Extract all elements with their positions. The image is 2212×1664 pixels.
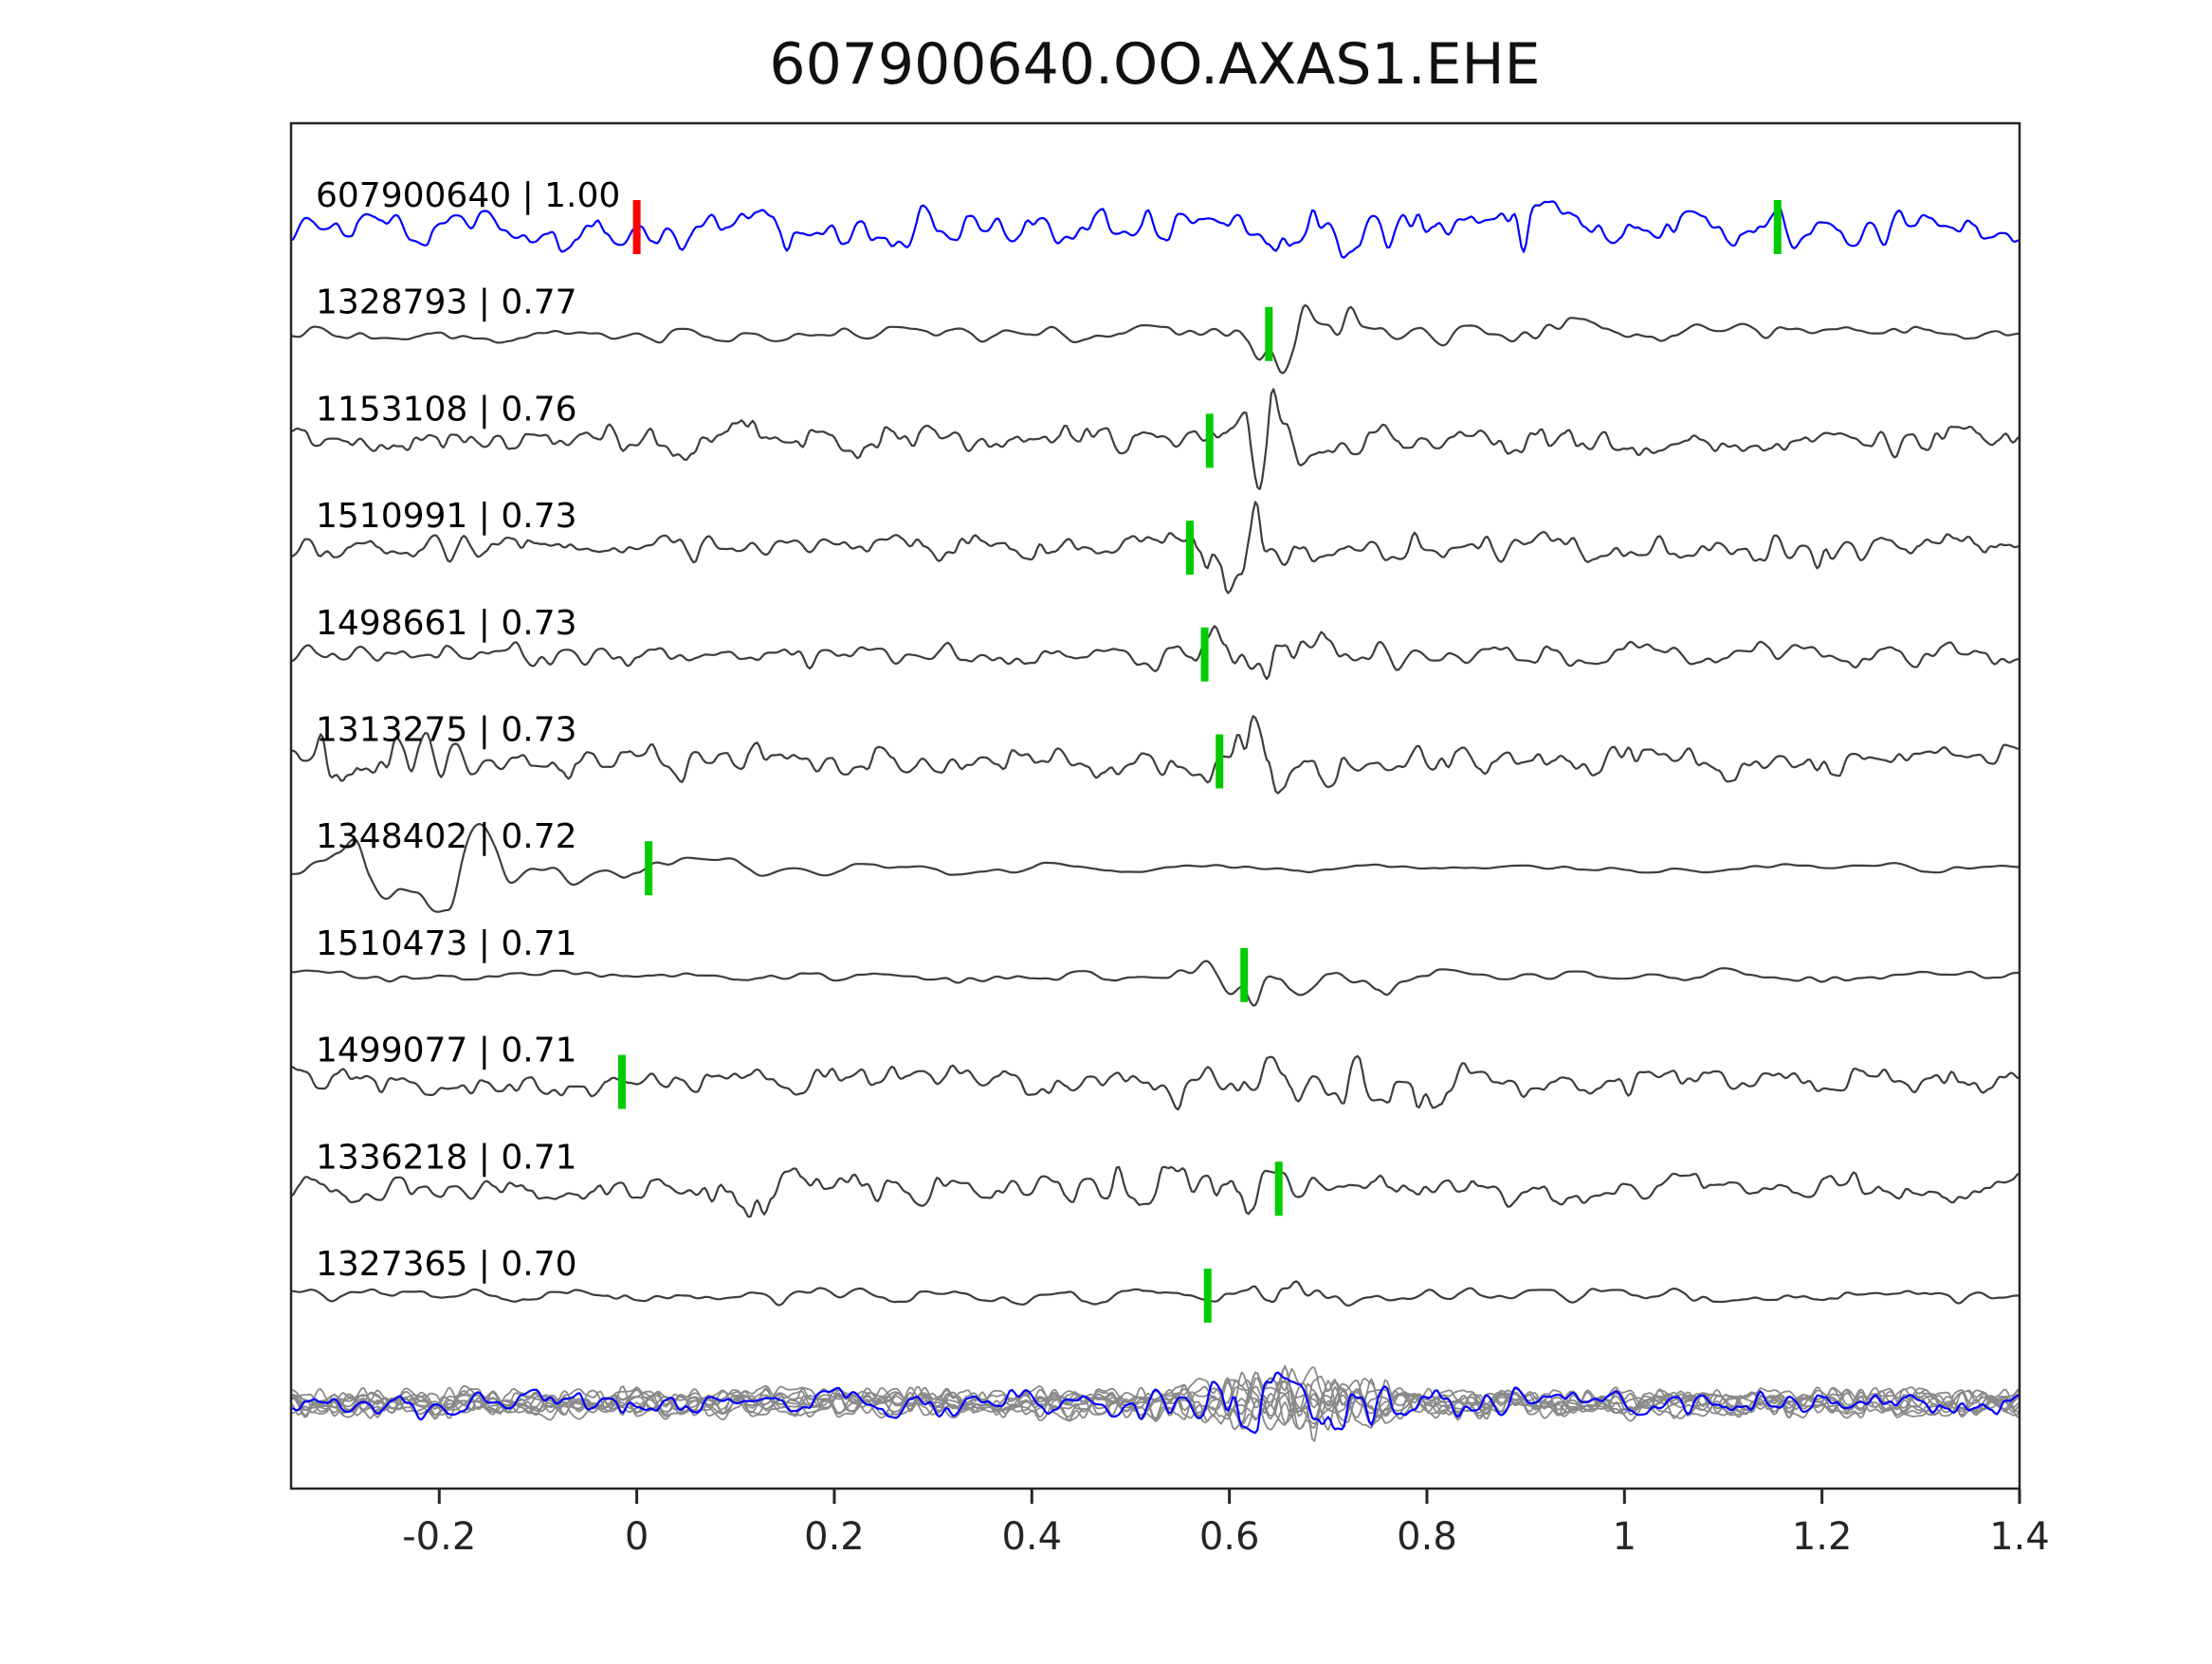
trace-label: 1313275 | 0.73 [316,711,577,750]
x-tick-label: 0.4 [1001,1515,1062,1559]
x-tick-label: 1 [1613,1515,1636,1559]
plot-border [289,121,2021,1490]
trace-waveform [291,1280,2020,1307]
trace-waveform [291,501,2020,594]
chart-title: 607900640.OO.AXAS1.EHE [769,31,1540,98]
trace-waveform [291,1165,2020,1218]
x-tick-label: -0.2 [402,1515,476,1559]
trace-label: 607900640 | 1.00 [316,176,620,215]
trace-waveform [291,200,2020,259]
overlay-template-waveform [291,1371,2020,1435]
overlay-detection-waveform [291,1366,2020,1426]
trace-waveform [291,823,2020,913]
trace-label: 1510473 | 0.71 [316,924,577,963]
trace-waveform [291,303,2020,375]
trace-waveform [291,625,2020,681]
trace-label: 1348402 | 0.72 [316,817,577,856]
overlay-detection-waveform [291,1364,2020,1424]
x-tick-label: 1.2 [1792,1515,1853,1559]
overlay-detection-waveform [291,1367,2020,1430]
trace-waveform [291,715,2020,795]
plot-content: 607900640 | 1.00 1328793 | 0.77 1153108 | … [289,121,2050,1559]
trace-label: 1336218 | 0.71 [316,1138,577,1177]
trace-waveform [291,388,2020,490]
trace-label: 1153108 | 0.76 [316,390,577,429]
trace-label: 1499077 | 0.71 [316,1032,577,1070]
overlay-detection-waveform [291,1365,2020,1430]
overlay-detection-waveform [291,1378,2020,1422]
x-tick-label: 0.8 [1397,1515,1457,1559]
overlay-detection-waveform [291,1371,2020,1431]
trace-waveform [291,1054,2020,1111]
trace-label: 1328793 | 0.77 [316,283,577,322]
x-tick-label: 0.6 [1199,1515,1260,1559]
x-tick-label: 0.2 [804,1515,865,1559]
x-tick-label: 0 [625,1515,649,1559]
trace-label: 1510991 | 0.73 [316,497,577,536]
x-tick-label: 1.4 [1989,1515,2050,1559]
trace-waveform [291,960,2020,1007]
trace-label: 1498661 | 0.73 [316,604,577,643]
trace-label: 1327365 | 0.70 [316,1245,577,1284]
